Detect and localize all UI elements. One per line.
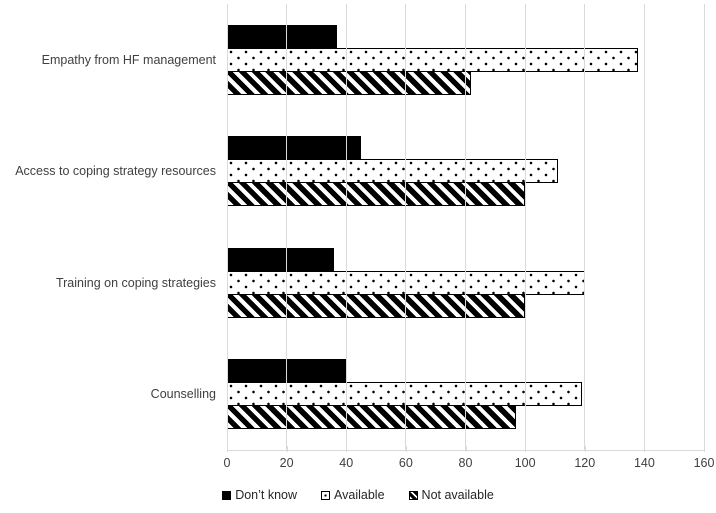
x-tick-label: 80 (458, 456, 473, 470)
bar (227, 182, 526, 207)
polka-dot-swatch-icon (321, 490, 331, 500)
category-label: Counselling (150, 387, 216, 402)
bar (227, 70, 472, 95)
legend-item-available: Available (321, 488, 385, 502)
legend-label: Don’t know (235, 488, 298, 502)
bar (227, 405, 517, 430)
axis-tick-mark (704, 446, 705, 452)
bar (227, 24, 338, 49)
category-label: Training on coping strategies (55, 275, 216, 290)
category-axis-labels: Empathy from HF management Access to copi… (0, 4, 221, 450)
gridline (465, 4, 466, 450)
gridline (345, 4, 347, 450)
x-tick-label: 100 (514, 456, 536, 470)
x-tick-label: 160 (693, 456, 715, 470)
x-tick-label: 120 (574, 456, 596, 470)
legend-label: Not available (421, 488, 494, 502)
bar-group (227, 339, 704, 451)
bar (227, 382, 582, 407)
plot-area (226, 4, 705, 450)
axis-tick-mark (644, 446, 646, 452)
bar-group (227, 4, 704, 116)
bar (227, 293, 526, 318)
category-label: Empathy from HF management (41, 52, 216, 67)
bar (227, 159, 558, 184)
gridline (405, 4, 407, 450)
x-tick-label: 140 (633, 456, 655, 470)
legend: Don’t know Available Not available (0, 488, 716, 502)
bar (227, 247, 335, 272)
category-label: Access to coping strategy resources (15, 164, 216, 179)
bar (227, 47, 639, 72)
axis-tick-mark (525, 446, 527, 452)
gridline (286, 4, 288, 450)
solid-black-swatch-icon (222, 490, 232, 500)
axis-tick-mark (286, 446, 288, 452)
bar (227, 136, 362, 161)
axis-tick-mark (584, 446, 586, 452)
x-tick-label: 60 (398, 456, 413, 470)
x-tick-label: 20 (279, 456, 294, 470)
legend-item-not-available: Not available (408, 488, 494, 502)
legend-item-dont-know: Don’t know (222, 488, 297, 502)
x-tick-label: 40 (339, 456, 354, 470)
axis-tick-mark (465, 446, 467, 452)
gridline (226, 4, 228, 450)
gridline (584, 4, 586, 450)
diagonal-stripe-swatch-icon (408, 490, 418, 500)
axis-tick-mark (346, 446, 348, 452)
gridline (524, 4, 526, 450)
axis-tick-mark (227, 446, 228, 452)
gridline (703, 4, 705, 450)
x-axis-tick-labels: 0 20 40 60 80 100 120 140 160 (223, 456, 715, 472)
x-tick-label: 0 (223, 456, 231, 470)
gridline (643, 4, 645, 450)
bar-groups (227, 4, 704, 450)
axis-tick-mark (405, 446, 407, 452)
bar-group (227, 116, 704, 228)
legend-label: Available (334, 488, 385, 502)
